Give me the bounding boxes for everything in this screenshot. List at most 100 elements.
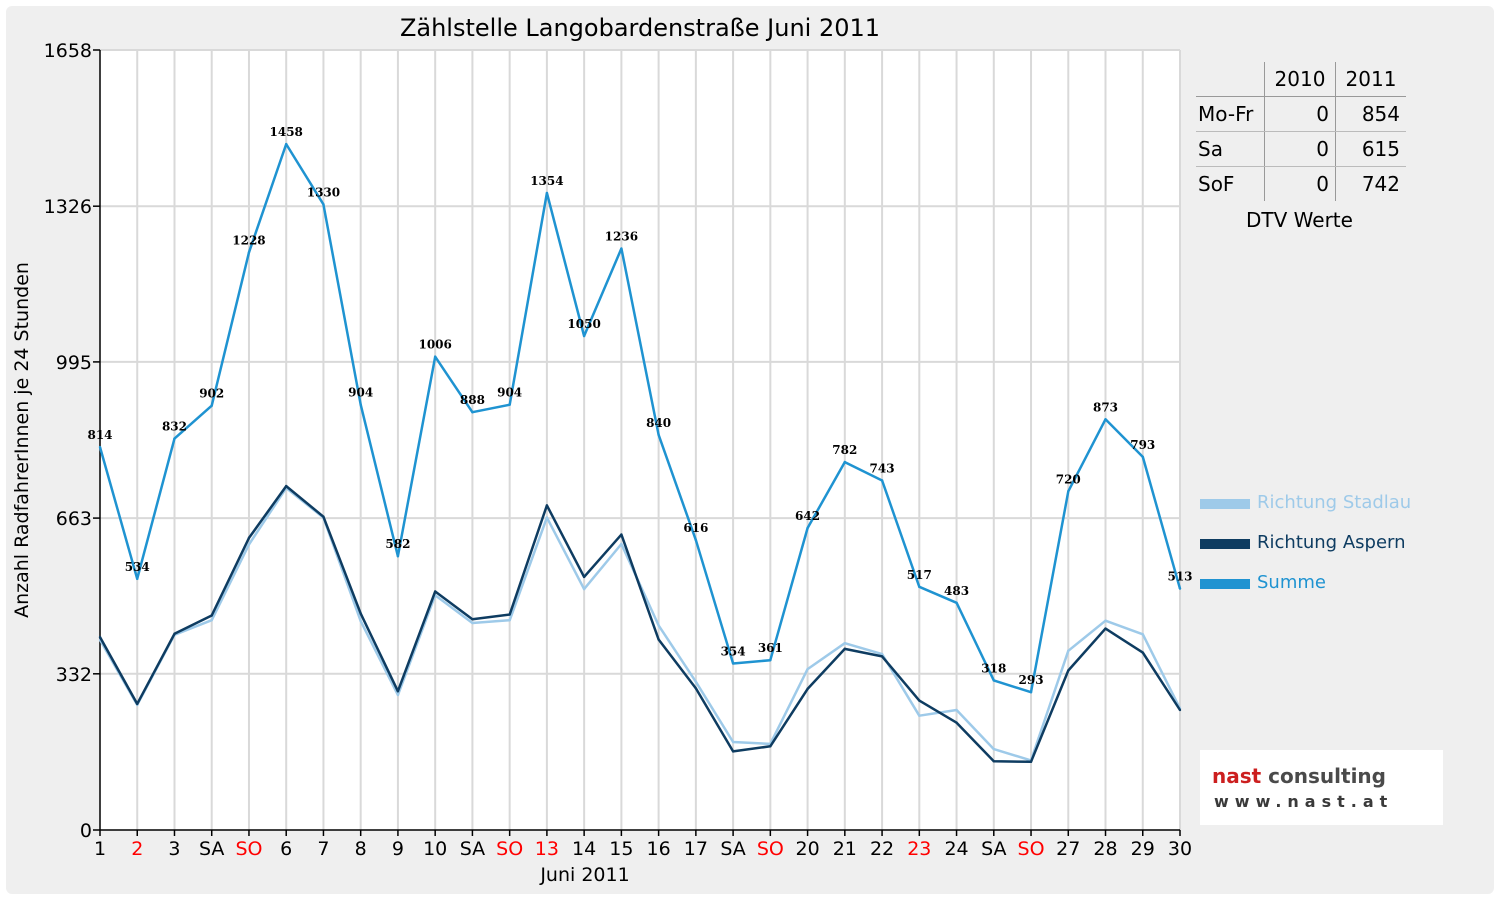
data-label: 1006: [418, 338, 451, 352]
data-point: [1141, 651, 1144, 654]
dtv-value-2011: 854: [1335, 96, 1406, 132]
data-point: [769, 658, 772, 662]
data-label: 743: [870, 461, 895, 475]
legend-label: Richtung Aspern: [1257, 532, 1406, 553]
data-point: [471, 618, 474, 621]
dtv-value-2011: 742: [1361, 172, 1400, 196]
x-tick-label: SO: [757, 838, 784, 860]
data-label: 1458: [270, 125, 303, 139]
dtv-header-blank: [1196, 62, 1265, 97]
dtv-header-2011: 2011: [1335, 62, 1406, 97]
data-label: 888: [460, 393, 485, 407]
x-tick-label: SA: [199, 838, 224, 860]
axes: [93, 49, 1181, 836]
x-tick-label: 29: [1131, 838, 1155, 860]
data-point: [1141, 633, 1144, 636]
data-point: [955, 601, 958, 604]
data-point: [731, 740, 735, 744]
data-point: [545, 191, 549, 195]
dtv-row-label: Sa: [1196, 131, 1265, 167]
data-point: [433, 590, 437, 593]
data-point: [731, 750, 735, 753]
data-point: [843, 642, 847, 645]
data-point: [210, 614, 213, 617]
x-tick-label: 6: [280, 838, 292, 860]
dtv-value-2010: 0: [1264, 131, 1336, 167]
dtv-row-label: Mo-Fr: [1196, 96, 1265, 132]
data-point: [918, 714, 921, 717]
data-point: [694, 687, 698, 690]
data-point: [173, 437, 176, 440]
data-point: [843, 460, 847, 464]
dtv-value-2010: 0: [1264, 96, 1336, 132]
data-label: 361: [758, 641, 783, 655]
data-point: [396, 555, 400, 558]
data-point: [396, 690, 400, 693]
data-label: 1228: [232, 233, 265, 247]
x-tick-label: 20: [795, 838, 819, 860]
plot-area: [100, 50, 1180, 830]
data-point: [806, 687, 809, 691]
series-line-summe: [98, 142, 1182, 694]
data-point: [359, 403, 362, 406]
dtv-row: Sa 0 615: [1196, 131, 1406, 167]
data-point: [992, 679, 995, 682]
data-point: [508, 403, 511, 406]
logo-wordmark: nast consulting: [1212, 764, 1386, 788]
data-point: [322, 203, 325, 206]
y-tick-label: 0: [80, 820, 92, 842]
x-tick-label: 22: [870, 838, 894, 860]
y-tick-label: 1658: [44, 40, 92, 62]
data-point: [582, 587, 586, 591]
data-label: 517: [907, 568, 932, 582]
data-point: [1141, 455, 1144, 459]
x-axis-label: Juni 2011: [540, 864, 630, 886]
series-line-aspern: [98, 484, 1182, 764]
data-point: [433, 355, 437, 358]
data-point: [657, 624, 660, 627]
data-label: 642: [795, 509, 820, 523]
data-point: [582, 575, 586, 579]
y-axis-label-text: Anzahl RadfahrerInnen je 24 Stunden: [11, 262, 33, 618]
dtv-header-row: 2010 2011: [1196, 62, 1406, 97]
x-tick-label: SA: [720, 838, 745, 860]
data-point: [322, 515, 325, 518]
data-point: [136, 577, 139, 580]
data-point: [1067, 490, 1070, 493]
data-label: 1354: [530, 174, 563, 188]
data-label: 534: [125, 560, 150, 574]
logo-url: www.nast.at: [1214, 792, 1394, 811]
data-point: [992, 747, 995, 751]
data-point: [98, 445, 102, 449]
data-point: [173, 632, 176, 636]
data-point: [1104, 619, 1107, 622]
data-point: [657, 433, 660, 437]
legend-swatch: [1200, 499, 1250, 509]
y-tick-label: 995: [56, 352, 92, 374]
legend-swatch: [1200, 539, 1250, 549]
data-point: [247, 536, 251, 540]
data-label: 814: [87, 428, 112, 442]
data-point: [992, 760, 995, 763]
legend-swatch: [1200, 579, 1250, 589]
dtv-row: SoF 0 742: [1196, 166, 1406, 201]
data-label: 1236: [605, 230, 638, 244]
data-point: [880, 479, 884, 482]
x-tick-label: 16: [647, 838, 671, 860]
data-label: 793: [1130, 438, 1155, 452]
data-point: [98, 635, 102, 639]
x-tick-label: SO: [1018, 838, 1045, 860]
data-label: 902: [199, 387, 224, 401]
data-label: 1330: [307, 185, 340, 199]
data-label: 904: [348, 386, 373, 400]
data-point: [955, 708, 958, 712]
x-tick-label: 7: [317, 838, 329, 860]
x-tick-label: 2: [131, 838, 143, 860]
x-tick-label: 14: [572, 838, 596, 860]
data-point: [582, 334, 586, 338]
data-point: [1178, 587, 1182, 590]
data-point: [471, 411, 474, 414]
data-point: [620, 542, 623, 546]
x-tick-label: 10: [423, 838, 447, 860]
